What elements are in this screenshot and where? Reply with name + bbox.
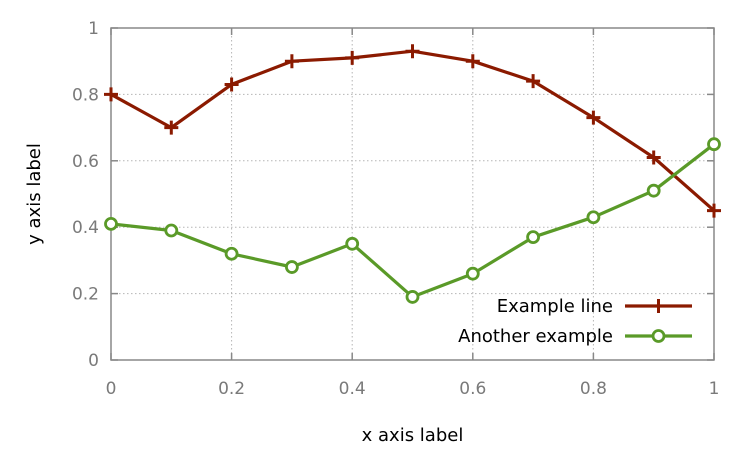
- data-point: [646, 150, 661, 165]
- y-tick-label: 0: [88, 351, 99, 371]
- series-2: [104, 137, 721, 304]
- x-tick-label: 0.8: [580, 379, 607, 399]
- data-point: [164, 120, 179, 135]
- data-point: [586, 210, 601, 225]
- x-tick-label: 0.2: [218, 379, 245, 399]
- legend-marker: [651, 299, 666, 313]
- legend: Example line Another example: [458, 296, 692, 347]
- x-tick-label: 0.6: [459, 379, 486, 399]
- data-point: [465, 266, 480, 281]
- grid-lines: [111, 28, 714, 360]
- series-line: [110, 49, 716, 212]
- axis-ticks: 0 0.2 0.4 0.6 0.8 1 0 0.2 0.4 0.6 0.8 1: [72, 19, 719, 399]
- legend-label: Another example: [458, 326, 613, 347]
- data-point: [405, 290, 420, 304]
- data-point: [707, 137, 721, 152]
- data-point: [586, 110, 601, 125]
- data-point: [284, 260, 299, 274]
- data-point: [526, 74, 541, 89]
- x-tick-label: 1: [709, 379, 720, 399]
- data-point: [707, 203, 721, 218]
- data-point: [284, 54, 299, 69]
- series-line: [110, 142, 715, 299]
- y-tick-label: 0.8: [72, 85, 99, 105]
- legend-marker: [651, 329, 666, 343]
- series-1: [104, 44, 721, 218]
- data-point: [405, 44, 420, 59]
- data-point: [345, 50, 360, 65]
- data-point: [646, 183, 661, 198]
- data-point: [465, 54, 480, 69]
- x-tick-label: 0: [106, 379, 117, 399]
- data-point: [526, 230, 540, 245]
- data-point: [224, 77, 239, 92]
- y-tick-label: 0.6: [72, 152, 99, 172]
- y-tick-label: 0.2: [72, 285, 99, 305]
- data-point: [345, 236, 360, 251]
- y-axis-title: y axis label: [24, 143, 45, 245]
- x-tick-label: 0.4: [339, 379, 366, 399]
- x-axis-title: x axis label: [362, 425, 464, 446]
- series-layer: [104, 44, 721, 304]
- data-point: [164, 223, 179, 238]
- y-tick-label: 0.4: [72, 218, 99, 238]
- data-point: [224, 246, 239, 261]
- legend-label: Example line: [497, 296, 613, 317]
- plot-frame: [110, 27, 715, 361]
- data-point: [104, 87, 118, 102]
- y-tick-label: 1: [88, 19, 99, 39]
- data-point: [104, 216, 118, 231]
